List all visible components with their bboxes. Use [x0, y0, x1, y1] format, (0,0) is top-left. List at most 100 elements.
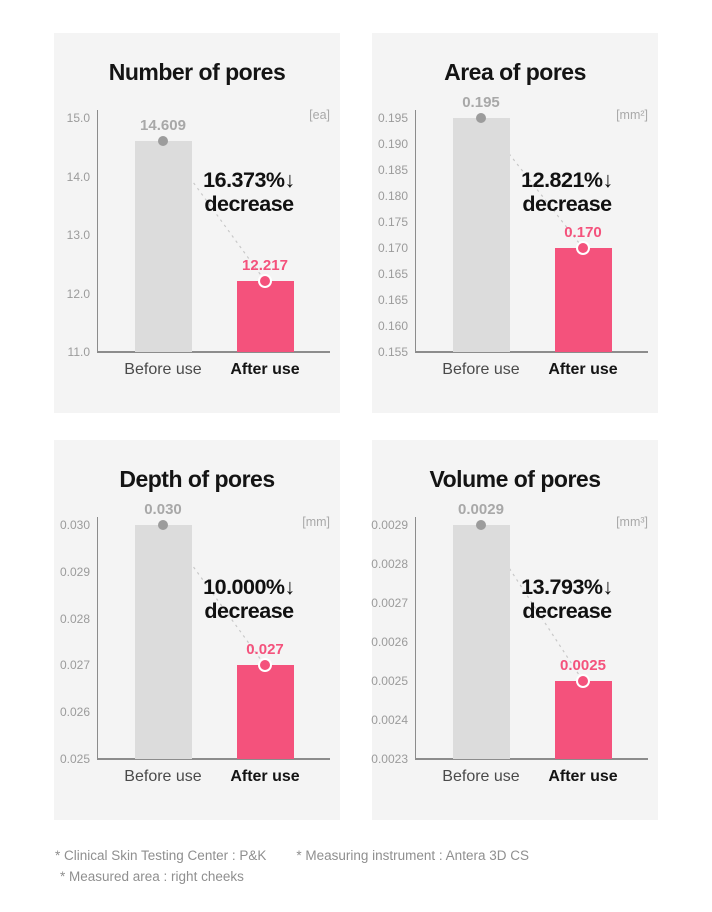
decrease-percent: 12.821%↓ [521, 168, 613, 192]
x-axis-line [97, 758, 330, 760]
bar-after-use [555, 681, 612, 759]
chart-plot-area: [mm³] 0.0029 0.0028 0.0027 0.0026 0.0025 0.00… [371, 501, 658, 766]
y-tick-label: 0.180 [377, 189, 408, 203]
y-tick-label: 0.175 [377, 215, 408, 229]
y-tick-label: 0.0028 [371, 557, 408, 571]
chart-title: Number of pores [108, 59, 286, 85]
decrease-percent: 16.373%↓ [203, 168, 295, 192]
decrease-annotation: 13.793%↓ decrease [482, 575, 652, 623]
marker-dot-before [476, 113, 486, 123]
decrease-percent: 13.793%↓ [521, 575, 613, 599]
footnote: * Measured area : right cheeks [60, 869, 244, 884]
footnote-row: * Clinical Skin Testing Center : P&K * M… [55, 845, 529, 866]
chart-plot-area: [mm²] 0.195 0.190 0.185 0.180 0.175 0.170 0.16… [372, 94, 658, 359]
y-tick-label: 0.195 [377, 111, 408, 125]
x-label-after-use: After use [548, 768, 618, 785]
y-tick-label: 15.0 [66, 111, 90, 125]
y-axis-line [415, 110, 416, 352]
footnote: * Clinical Skin Testing Center : P&K [55, 848, 267, 863]
y-axis-line [97, 517, 98, 759]
marker-dot-after [576, 674, 590, 688]
marker-dot-before [476, 520, 486, 530]
bar-after-use [237, 280, 294, 352]
decrease-percent: 10.000%↓ [203, 575, 295, 599]
value-label-after: 0.0025 [560, 657, 606, 674]
value-label-before: 0.0029 [458, 501, 504, 518]
value-label-before: 14.609 [140, 116, 186, 134]
y-tick-label: 0.0027 [371, 596, 408, 610]
y-tick-label: 0.0024 [371, 713, 408, 727]
footnote: * Measuring instrument : Antera 3D CS [296, 848, 529, 863]
chart-panel-number-of-pores: Number of pores [ea] 15.0 14.0 13.0 12.0 11.… [54, 33, 340, 413]
y-tick-label: 0.026 [59, 705, 90, 720]
y-tick-label: 0.160 [377, 319, 408, 333]
chart-panel-depth-of-pores: Depth of pores [mm] 0.030 0.029 0.028 0.027… [54, 440, 340, 820]
y-tick-label: 13.0 [66, 228, 90, 242]
chart-plot-area: [mm] 0.030 0.029 0.028 0.027 0.026 0.025 0.03… [54, 501, 340, 766]
x-axis-line [415, 758, 648, 760]
decrease-annotation: 16.373%↓ decrease [164, 168, 334, 216]
x-label-after-use: After use [548, 361, 618, 378]
decrease-word: decrease [522, 599, 612, 624]
value-label-after: 0.170 [564, 224, 602, 241]
unit-label: [mm³] [616, 515, 648, 529]
bar-before-use [135, 525, 192, 759]
bar-before-use [453, 525, 510, 759]
marker-dot-after [258, 273, 272, 288]
chart-title: Depth of pores [119, 466, 275, 492]
x-label-before-use: Before use [124, 768, 202, 785]
marker-dot-after [576, 241, 590, 255]
value-label-before: 0.195 [462, 94, 500, 111]
chart-title: Volume of pores [429, 466, 602, 492]
y-tick-label: 0.190 [377, 137, 408, 151]
value-label-after: 0.027 [246, 641, 284, 659]
unit-label: [mm] [302, 515, 330, 529]
y-tick-label: 0.025 [59, 752, 90, 766]
unit-label: [mm²] [616, 108, 648, 122]
chart-panel-area-of-pores: Area of pores [mm²] 0.195 0.190 0.185 0.180… [372, 33, 658, 413]
x-axis-line [415, 351, 648, 353]
x-label-before-use: Before use [442, 361, 520, 378]
y-axis-line [97, 110, 98, 352]
chart-panel-volume-of-pores: Volume of pores [mm³] 0.0029 0.0028 0.0027… [371, 440, 658, 820]
y-tick-label: 0.170 [377, 241, 408, 255]
y-tick-label: 0.0023 [371, 752, 408, 766]
footnote-row: * Measured area : right cheeks [55, 866, 529, 887]
value-label-before: 0.030 [144, 501, 182, 518]
x-axis-labels: Before use After use [54, 768, 340, 792]
decrease-annotation: 12.821%↓ decrease [482, 168, 652, 216]
y-tick-label: 11.0 [67, 345, 90, 359]
bar-before-use [135, 140, 192, 352]
y-tick-label: 0.165 [377, 293, 408, 307]
y-tick-label: 0.0029 [371, 518, 408, 532]
y-tick-label: 12.0 [66, 286, 90, 301]
marker-dot-after [258, 658, 272, 673]
decrease-annotation: 10.000%↓ decrease [164, 575, 334, 623]
y-tick-label: 14.0 [66, 169, 90, 184]
footnotes: * Clinical Skin Testing Center : P&K * M… [55, 845, 529, 887]
y-tick-label: 0.029 [59, 564, 90, 579]
chart-title: Area of pores [444, 59, 586, 85]
bar-before-use [453, 118, 510, 352]
x-axis-line [97, 351, 330, 353]
y-tick-label: 0.0025 [371, 674, 408, 688]
x-axis-labels: Before use After use [372, 361, 658, 385]
y-tick-label: 0.155 [377, 345, 408, 359]
y-tick-label: 0.027 [59, 658, 90, 673]
x-label-after-use: After use [230, 361, 300, 378]
x-axis-labels: Before use After use [372, 768, 658, 792]
y-axis-line [415, 517, 416, 759]
y-tick-label: 0.0026 [371, 635, 408, 649]
bar-after-use [555, 248, 612, 352]
x-label-before-use: Before use [442, 768, 520, 785]
chart-plot-area: [ea] 15.0 14.0 13.0 12.0 11.0 14.609 12.217 … [54, 108, 340, 359]
value-label-after: 12.217 [242, 256, 288, 274]
x-label-after-use: After use [230, 768, 300, 785]
marker-dot-before [158, 520, 168, 530]
y-tick-label: 0.165 [377, 267, 408, 281]
decrease-word: decrease [204, 599, 294, 624]
x-axis-labels: Before use After use [54, 361, 340, 385]
decrease-word: decrease [522, 192, 612, 217]
decrease-word: decrease [204, 192, 294, 217]
